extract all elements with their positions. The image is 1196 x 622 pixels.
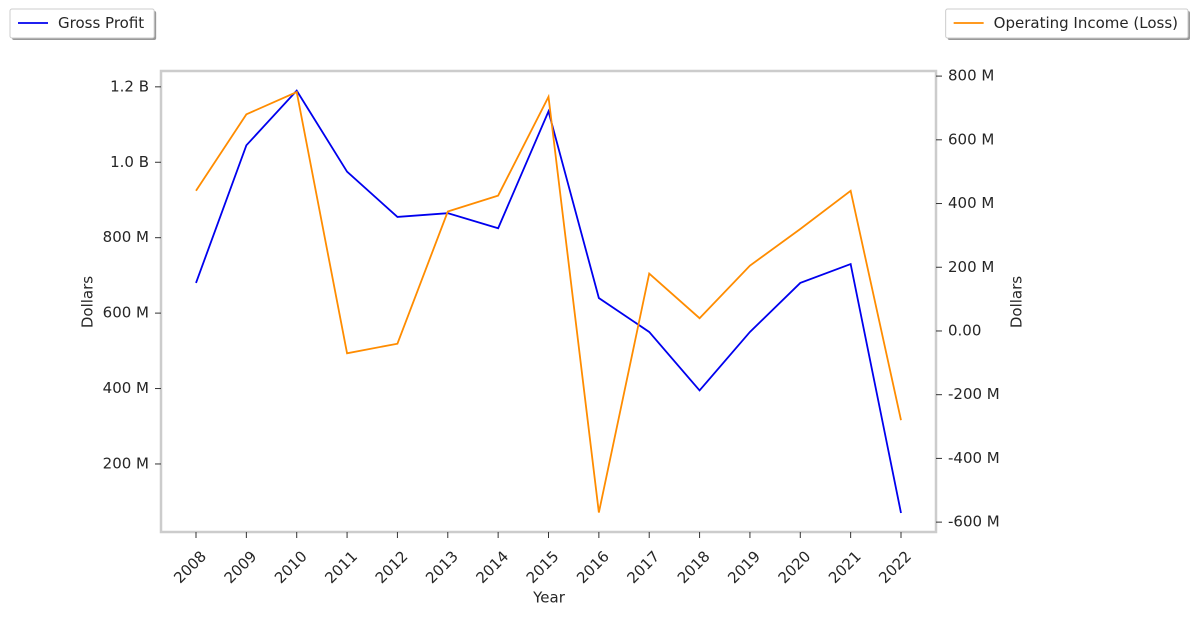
x-tick-label: 2019 <box>724 547 764 587</box>
plot-frame <box>159 69 938 534</box>
x-tick-label: 2011 <box>321 547 361 587</box>
y-tick-label: 1.0 B <box>110 153 149 171</box>
y2-tick-label: 400 M <box>948 194 994 212</box>
x-tick-label: 2010 <box>271 547 311 587</box>
y2-tick-label: -600 M <box>948 513 1000 531</box>
y-tick-label: 800 M <box>103 228 149 246</box>
y2-tick-label: 200 M <box>948 258 994 276</box>
series-line <box>195 89 902 514</box>
x-tick-label: 2009 <box>221 547 261 587</box>
y-tick-label: 400 M <box>103 379 149 397</box>
x-tick-label: 2020 <box>775 547 815 587</box>
x-tick-label: 2014 <box>472 547 512 587</box>
legend-label: Gross Profit <box>58 14 144 32</box>
x-tick-label: 2015 <box>523 547 563 587</box>
x-tick-label: 2016 <box>573 547 613 587</box>
legend-box <box>945 8 1189 39</box>
y2-tick-label: 0.00 <box>948 321 981 339</box>
y2-axis-label: Dollars <box>1008 276 1026 328</box>
y2-tick-label: -200 M <box>948 385 1000 403</box>
x-tick-label: 2012 <box>372 547 412 587</box>
y-tick-label: 600 M <box>103 304 149 322</box>
x-axis-label: Year <box>532 589 566 607</box>
y-tick-label: 1.2 B <box>110 77 149 95</box>
legend-box <box>9 8 155 39</box>
y-axis-label: Dollars <box>79 276 97 328</box>
y2-tick-label: 600 M <box>948 130 994 148</box>
x-tick-label: 2017 <box>623 547 663 587</box>
x-tick-label: 2013 <box>422 547 462 587</box>
series-line <box>195 90 902 513</box>
x-tick-label: 2021 <box>825 547 865 587</box>
x-tick-label: 2008 <box>170 547 210 587</box>
y-tick-label: 200 M <box>103 454 149 472</box>
y2-tick-label: 800 M <box>948 67 994 85</box>
x-tick-label: 2022 <box>875 547 915 587</box>
x-tick-label: 2018 <box>674 547 714 587</box>
y2-tick-label: -400 M <box>948 449 1000 467</box>
legend-label: Operating Income (Loss) <box>994 14 1178 32</box>
